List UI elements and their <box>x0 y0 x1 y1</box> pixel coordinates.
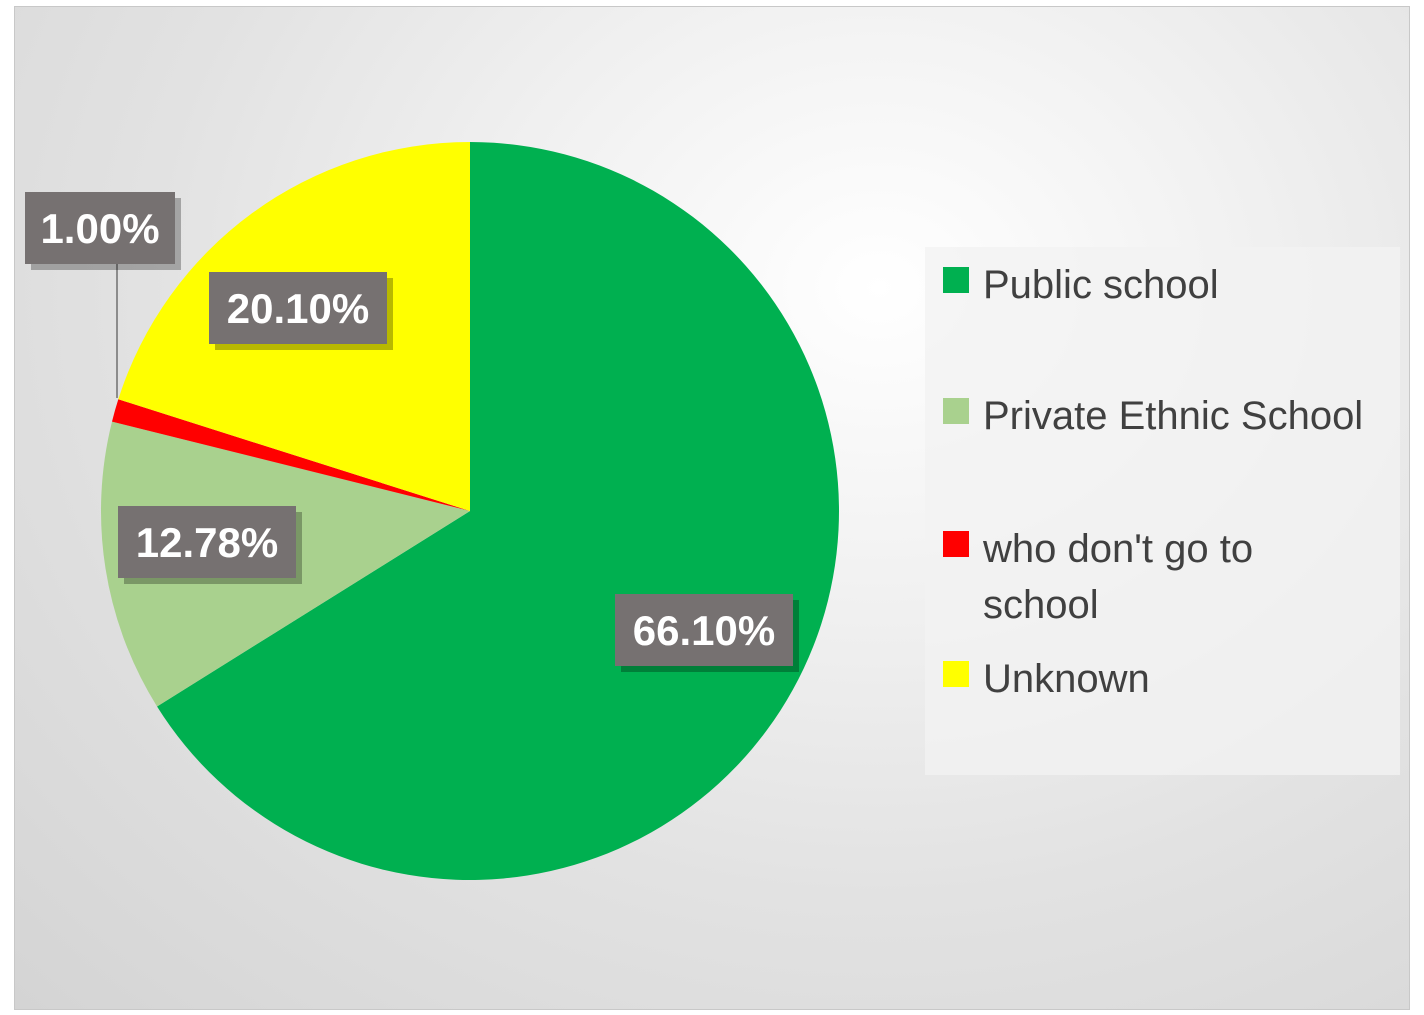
legend-item-unknown: Unknown <box>943 651 1393 707</box>
data-label-text: 1.00% <box>40 205 159 252</box>
legend-label: Unknown <box>983 657 1150 701</box>
legend-swatch <box>943 267 969 293</box>
data-labels: 66.10% 12.78% 1.00% 20.10% <box>25 192 799 672</box>
data-label-text: 20.10% <box>227 285 369 332</box>
data-label-box <box>25 192 175 264</box>
pie-slices <box>101 142 840 880</box>
pie-slice-public-school <box>157 142 840 880</box>
legend: Public school Private Ethnic School who … <box>925 247 1400 775</box>
legend-label: who don't go to school <box>983 527 1254 627</box>
legend-item-no-school: who don't go to school <box>943 521 1313 633</box>
data-label-box <box>209 272 387 344</box>
data-label-unknown: 20.10% <box>209 272 393 350</box>
data-label-text: 66.10% <box>633 607 775 654</box>
legend-label: Private Ethnic School <box>983 394 1364 438</box>
legend-swatch <box>943 398 969 424</box>
legend-swatch <box>943 661 969 687</box>
data-label-private-ethnic-school: 12.78% <box>118 506 302 584</box>
legend-item-private-ethnic-school: Private Ethnic School <box>943 388 1393 444</box>
legend-label: Public school <box>983 263 1219 307</box>
data-label-public-school: 66.10% <box>615 594 799 672</box>
legend-swatch <box>943 531 969 557</box>
data-label-box <box>118 506 296 578</box>
legend-item-public-school: Public school <box>943 257 1393 313</box>
data-label-no-school: 1.00% <box>25 192 181 270</box>
pie-slice-no-school <box>111 399 470 511</box>
data-label-text: 12.78% <box>136 519 278 566</box>
data-label-box <box>615 594 793 666</box>
